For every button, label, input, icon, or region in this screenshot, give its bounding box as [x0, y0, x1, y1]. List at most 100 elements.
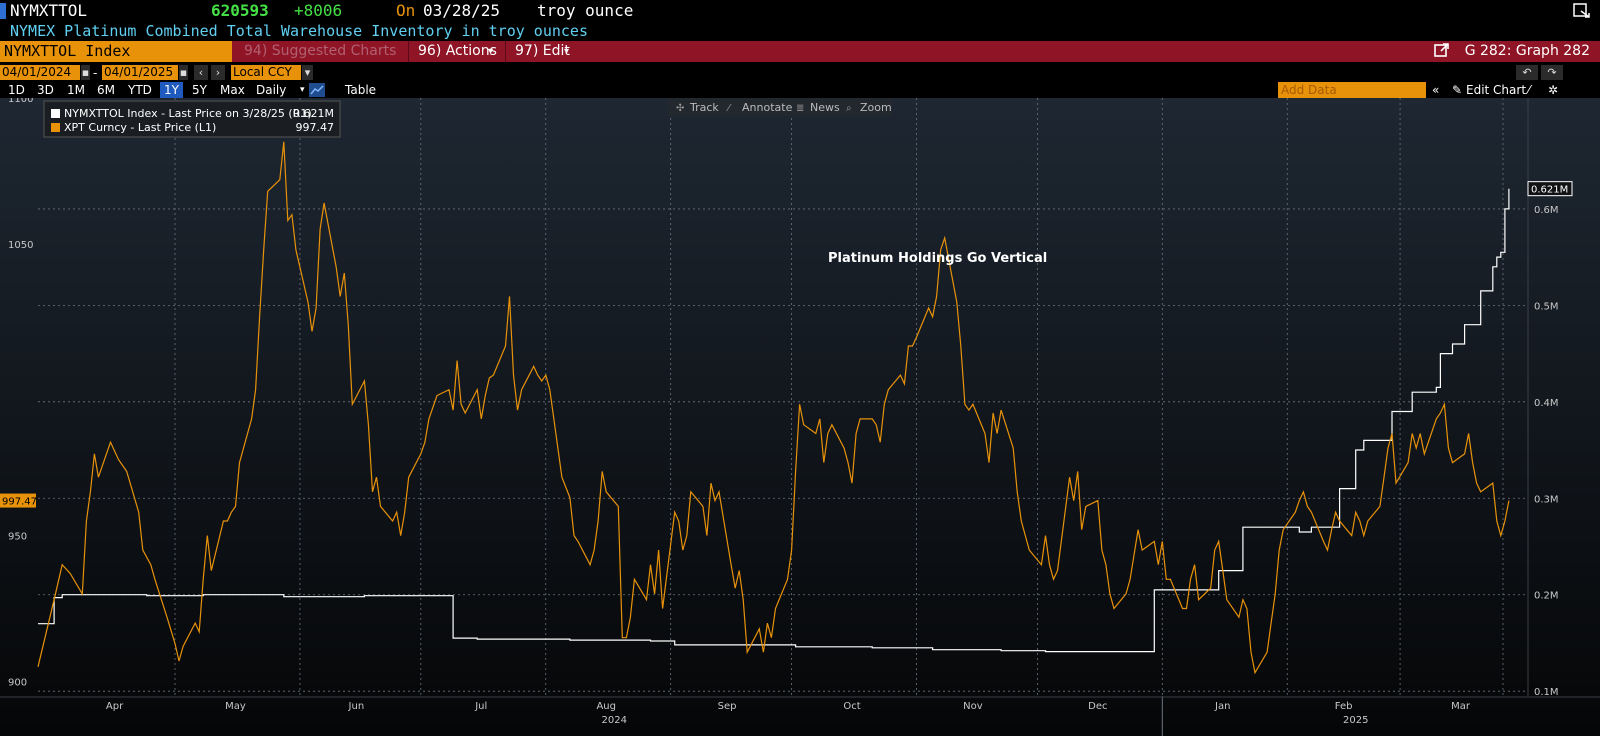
- legend-value-inventory: 0.621M: [293, 107, 334, 120]
- left-axis-tick-label: 950: [8, 532, 27, 543]
- x-tick-label: Jun: [348, 701, 365, 712]
- period-5y[interactable]: 5Y: [192, 83, 207, 97]
- right-last-value-text: 0.621M: [1531, 185, 1568, 196]
- edit-caret-icon: ▾: [564, 46, 570, 57]
- suggested-charts-menu[interactable]: 94) Suggested Charts: [244, 43, 397, 59]
- actions-menu[interactable]: 96) Actions: [418, 43, 497, 59]
- change-value: +8006: [294, 1, 343, 20]
- chart-type-icon[interactable]: [309, 83, 325, 97]
- pencil-icon: ✎: [1452, 83, 1463, 97]
- left-last-value-tag: [0, 493, 36, 508]
- security-header: NYMXTTOL 620593 +8006 On 03/28/25 troy o…: [0, 0, 1600, 22]
- security-marker: [0, 3, 6, 19]
- menu-divider: [408, 41, 409, 62]
- x-tick-label: Aug: [596, 701, 616, 712]
- table-button[interactable]: Table: [345, 83, 377, 97]
- end-calendar-icon[interactable]: ▪: [179, 65, 188, 80]
- chart-background: [0, 98, 1600, 736]
- legend: NYMXTTOL Index - Last Price on 3/28/25 (…: [43, 100, 341, 138]
- track-button[interactable]: Track: [689, 101, 719, 114]
- period-max[interactable]: Max: [220, 83, 245, 97]
- last-value: 620593: [211, 1, 269, 20]
- frequency-caret-icon: ▾: [300, 85, 305, 95]
- actions-caret-icon: ▾: [488, 46, 494, 57]
- inventory-series-line: [38, 188, 1510, 653]
- collapse-icon[interactable]: «: [1432, 83, 1440, 97]
- left-last-value-text: 997.47: [2, 497, 37, 508]
- x-year-label: 2024: [602, 715, 627, 726]
- redo-icon[interactable]: ↷: [1541, 65, 1563, 80]
- chart-annotation: Platinum Holdings Go Vertical: [828, 251, 1047, 266]
- news-icon: ≣: [796, 103, 804, 114]
- legend-label-inventory: NYMXTTOL Index - Last Price on 3/28/25 (…: [64, 107, 312, 120]
- menu-bar: NYMXTTOL Index 94) Suggested Charts 96) …: [0, 41, 1600, 62]
- legend-swatch-price: [51, 123, 60, 132]
- right-axis-tick-label: 0.6M: [1534, 205, 1559, 216]
- prev-period-icon[interactable]: ‹: [194, 65, 208, 80]
- ticker-symbol[interactable]: NYMXTTOL: [10, 1, 88, 20]
- zoom-icon: ⌕: [846, 103, 852, 114]
- date-range-dash: -: [93, 66, 98, 80]
- period-bar: 1D 3D 1M 6M YTD 1Y 5Y Max Daily ▾ Table …: [0, 82, 1600, 98]
- legend-label-price: XPT Curncy - Last Price (L1): [64, 121, 216, 134]
- undo-icon[interactable]: ↶: [1516, 65, 1538, 80]
- annotate-icon: ⁄: [726, 103, 732, 114]
- right-axis-tick-label: 0.4M: [1534, 398, 1559, 409]
- news-button[interactable]: News: [810, 101, 840, 114]
- price-chart[interactable]: Apr May Jun Jul Aug Sep Oct Nov Dec Jan Feb Mar 2024…: [0, 98, 1600, 736]
- right-axis-tick-label: 0.1M: [1534, 687, 1559, 698]
- x-tick-label: Apr: [106, 701, 124, 712]
- x-tick-label: Jul: [474, 701, 487, 712]
- legend-swatch-inventory: [51, 109, 60, 118]
- edit-chart-button[interactable]: Edit Chart: [1466, 83, 1527, 97]
- security-description-bar: NYMEX Platinum Combined Total Warehouse …: [0, 22, 1600, 40]
- period-1y[interactable]: 1Y: [160, 82, 183, 98]
- next-period-icon[interactable]: ›: [211, 65, 225, 80]
- frequency-select[interactable]: Daily: [256, 83, 287, 97]
- start-date-field[interactable]: 04/01/2024: [0, 65, 80, 80]
- period-3d[interactable]: 3D: [37, 83, 54, 97]
- right-last-value-tag: [1527, 181, 1573, 197]
- end-date-field[interactable]: 04/01/2025: [102, 65, 178, 80]
- x-tick-label: Oct: [843, 701, 860, 712]
- right-axis-tick-label: 0.3M: [1534, 494, 1559, 505]
- x-tick-label: Dec: [1088, 701, 1107, 712]
- unit-label: troy ounce: [537, 1, 634, 20]
- gear-icon[interactable]: ✲: [1548, 83, 1559, 97]
- currency-select[interactable]: Local CCY: [231, 65, 301, 80]
- chart-toolbar: ✣ Track ⁄ Annotate ≣ News ⌕ Zoom: [668, 98, 892, 116]
- security-field[interactable]: NYMXTTOL Index: [0, 41, 232, 62]
- left-axis-tick-label: 1050: [8, 240, 33, 251]
- as-of-date: 03/28/25: [423, 1, 501, 20]
- security-description: NYMEX Platinum Combined Total Warehouse …: [10, 22, 588, 40]
- edit-menu[interactable]: 97) Edit: [515, 43, 570, 59]
- x-tick-label: May: [225, 701, 246, 712]
- x-tick-label: Feb: [1335, 701, 1353, 712]
- right-axis-tick-label: 0.5M: [1534, 301, 1559, 312]
- annotate-button[interactable]: Annotate: [742, 101, 793, 114]
- period-6m[interactable]: 6M: [97, 83, 115, 97]
- track-icon: ✣: [676, 103, 684, 114]
- date-controls: 04/01/2024 ▪ - 04/01/2025 ▪ ‹ › Local CC…: [0, 64, 1600, 82]
- legend-value-price: 997.47: [296, 121, 335, 134]
- graph-label: G 282: Graph 282: [1464, 43, 1590, 59]
- launch-icon[interactable]: [1434, 41, 1450, 62]
- period-ytd[interactable]: YTD: [128, 83, 152, 97]
- period-1m[interactable]: 1M: [67, 83, 85, 97]
- zoom-button[interactable]: Zoom: [860, 101, 892, 114]
- currency-caret-icon[interactable]: ▾: [302, 65, 313, 80]
- price-series-line: [37, 141, 1510, 675]
- period-1d[interactable]: 1D: [8, 83, 25, 97]
- menu-divider: [505, 41, 506, 62]
- chart-toolbar-box: [668, 98, 892, 116]
- popout-icon[interactable]: [1572, 0, 1592, 26]
- draw-tool-icon[interactable]: ⁄: [1528, 83, 1531, 97]
- x-tick-label: Mar: [1451, 701, 1471, 712]
- left-axis-tick-label: 1100: [8, 98, 33, 105]
- legend-box: [43, 100, 341, 138]
- start-calendar-icon[interactable]: ▪: [81, 65, 90, 80]
- x-tick-label: Nov: [963, 701, 983, 712]
- x-tick-label: Jan: [1214, 701, 1230, 712]
- add-data-input[interactable]: Add Data: [1278, 82, 1426, 98]
- on-label: On: [396, 1, 416, 20]
